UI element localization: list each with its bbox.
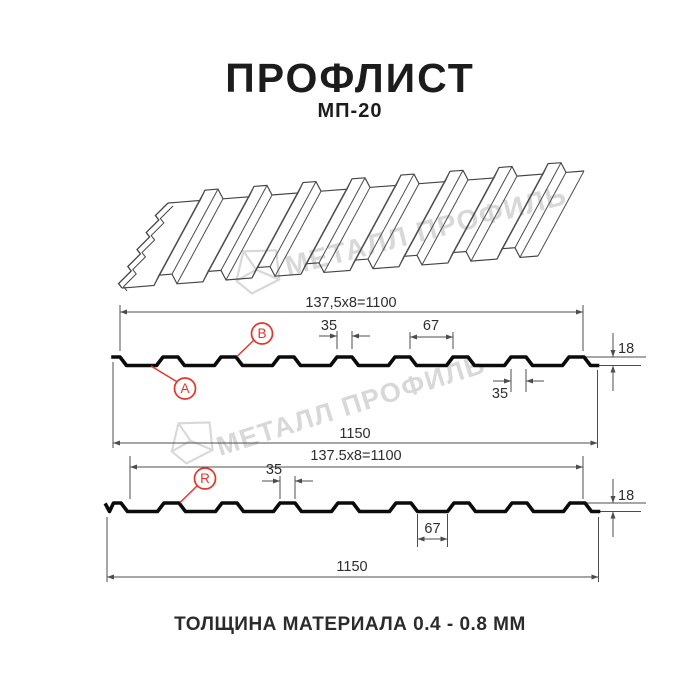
cross-section-1-lines [111, 305, 646, 448]
point-marker-r [193, 467, 217, 490]
perspective-view [117, 162, 585, 292]
rib-edge-line [501, 163, 549, 249]
leader-line-b [236, 339, 254, 358]
arrowhead [352, 333, 359, 339]
arrowhead [576, 309, 583, 315]
rib-edge-line [367, 173, 415, 260]
profile-outline [103, 501, 601, 514]
leader-line-a [150, 365, 177, 383]
arrowhead [446, 334, 453, 340]
rib-edge-line [416, 170, 464, 256]
rib-edge-line [207, 186, 255, 272]
rib-edge-line [398, 181, 446, 267]
sheet-left-cut-edge [117, 202, 169, 289]
rib-edge-line [403, 171, 451, 257]
arrowhead [590, 440, 598, 446]
cross-section-1-labels: 137,5x8=1100 35 67 18 35 1150 B A [150, 295, 634, 442]
profile-model-label: МП-20 [317, 100, 383, 122]
arrowhead [591, 574, 599, 580]
dim-valley-67: 67 [423, 318, 439, 334]
point-label-b: B [257, 326, 266, 341]
rib-edge-line [349, 185, 397, 271]
dim-rib-top-35: 35 [266, 462, 282, 478]
arrowhead [417, 536, 425, 542]
sheet-left-cut-edge-inner [122, 205, 174, 292]
dim-module-width: 137,5x8=1100 [305, 295, 396, 311]
dim-height-18: 18 [618, 341, 634, 357]
cross-section-2-lines [103, 456, 646, 582]
dim-overall-1150: 1150 [336, 559, 367, 575]
rib-edge-line [269, 181, 317, 267]
rib-edge-line [300, 188, 348, 275]
dim-height-18: 18 [618, 488, 634, 504]
sheet-back-edge [167, 162, 585, 204]
dim-bottom-rib-35: 35 [492, 386, 508, 402]
metall-profil-logo-icon [235, 249, 281, 295]
metall-profil-logo-icon [170, 421, 214, 465]
arrowhead [295, 478, 302, 484]
rib-edge-line [202, 196, 250, 283]
rib-edge-line [452, 167, 500, 253]
arrowhead [120, 309, 127, 315]
profile-outline [111, 355, 600, 368]
arrowhead [610, 511, 616, 519]
rib-edge-line [158, 189, 206, 276]
rib-edge-line [256, 182, 304, 268]
rib-edge-line [305, 178, 353, 265]
rib-edge-line [153, 200, 201, 286]
point-marker-a [173, 377, 197, 400]
arrowhead [410, 334, 417, 340]
arrowhead [576, 464, 583, 470]
rib-edge-line [318, 177, 366, 264]
page-title: ПРОФЛИСТ [225, 55, 475, 101]
arrowhead [610, 496, 616, 503]
rib-edge-line [220, 185, 268, 271]
rib-edge-line [176, 198, 224, 285]
dim-valley-67: 67 [424, 521, 440, 537]
rib-edge-line [372, 183, 420, 269]
arrowhead [610, 350, 616, 357]
point-label-r: R [200, 471, 210, 486]
rib-edge-line [323, 187, 371, 273]
arrowhead [113, 440, 120, 446]
sheet-right-cut-edge [537, 170, 585, 257]
rib-edge-line [519, 172, 567, 258]
arrowhead [526, 378, 533, 384]
dim-rib-top-35: 35 [321, 318, 337, 334]
leader-line-r [179, 485, 198, 504]
arrowhead [273, 478, 280, 484]
rib-edge-line [171, 188, 219, 275]
point-marker-b [250, 322, 274, 345]
arrowhead [330, 333, 337, 339]
rib-edge-line [354, 174, 402, 261]
rib-edge-line [514, 162, 562, 248]
material-thickness-note: ТОЛЩИНА МАТЕРИАЛА 0.4 - 0.8 ММ [174, 614, 526, 635]
arrowhead [107, 574, 114, 580]
watermark-top: МЕТАЛЛ ПРОФИЛЬ [235, 179, 570, 295]
arrowhead [440, 536, 448, 542]
arrowhead [504, 378, 511, 384]
dim-module-width: 137.5x8=1100 [310, 448, 401, 464]
rib-edge-line [470, 175, 518, 262]
point-label-a: A [180, 381, 189, 396]
arrowhead [610, 365, 616, 373]
rib-edge-line [465, 166, 513, 252]
rib-edge-line [421, 179, 469, 266]
cross-section-2-labels: 137.5x8=1100 35 18 67 1150 R [179, 448, 634, 575]
rib-edge-line [225, 194, 273, 281]
rib-edge-line [251, 192, 299, 279]
arrowhead [130, 464, 137, 470]
rib-edge-line [447, 177, 495, 264]
rib-edge-line [496, 173, 544, 260]
rib-edge-line [274, 190, 322, 277]
dim-overall-1150: 1150 [339, 426, 370, 442]
